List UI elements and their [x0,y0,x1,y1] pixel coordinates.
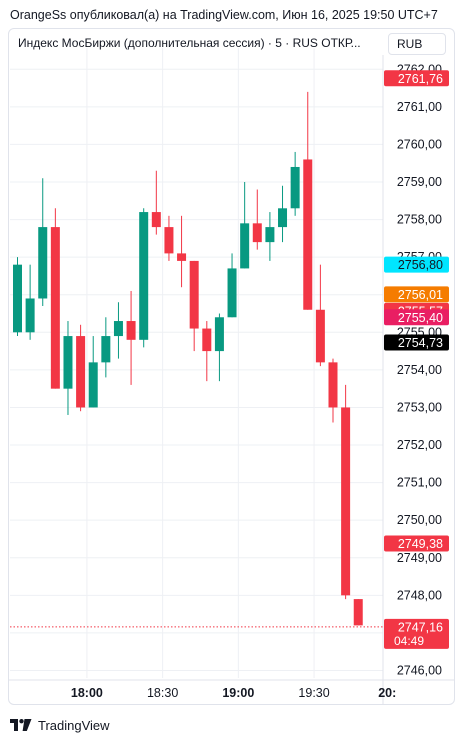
price-tick-label: 2752,00 [397,438,442,452]
price-tick-label: 2761,00 [397,100,442,114]
time-tick-label: 20: [378,686,396,700]
price-tick-label: 2754,00 [397,363,442,377]
countdown-text: 04:49 [394,634,424,648]
candle-body[interactable] [202,328,212,352]
candle-body[interactable] [278,208,288,228]
price-label-text: 2756,80 [398,258,443,272]
tradingview-logo-icon[interactable] [10,719,32,731]
price-tick-label: 2746,00 [397,663,442,677]
currency-button[interactable]: RUB [388,33,446,55]
candle-body[interactable] [76,336,86,408]
price-tick-label: 2748,00 [397,588,442,602]
candle-body[interactable] [151,212,161,228]
price-label-badge [384,334,449,351]
chart-frame [8,28,455,705]
price-label-badge [384,70,449,87]
symbol-description[interactable]: Индекс МосБиржи (дополнительная сессия) … [18,36,361,50]
price-label-text: 2749,38 [398,537,443,551]
candle-body[interactable] [50,227,60,389]
time-tick-label: 19:30 [298,686,329,700]
price-label-text: 2761,76 [398,72,443,86]
candle-body[interactable] [113,321,123,337]
price-tick-label: 2750,00 [397,513,442,527]
candle-body[interactable] [341,407,351,596]
price-tick-label: 2749,00 [397,551,442,565]
candle-body[interactable] [214,317,224,352]
candle-body[interactable] [177,253,187,261]
price-tick-label: 2751,00 [397,476,442,490]
candle-body[interactable] [353,599,363,626]
candle-body[interactable] [38,227,48,299]
candle-body[interactable] [315,309,325,363]
candle-body[interactable] [13,264,22,333]
candle-body[interactable] [25,298,35,333]
candle-body[interactable] [101,336,111,363]
candle-body[interactable] [265,227,275,243]
candle-body[interactable] [328,362,338,408]
time-tick-label: 18:00 [71,686,103,700]
candle-body[interactable] [303,159,313,310]
last-price-badge [384,618,449,649]
publish-header: OrangeSs опубликовал(а) на TradingView.c… [10,8,438,22]
price-label-text: 2754,73 [398,336,443,350]
candle-body[interactable] [126,321,136,340]
price-label-badge [384,535,449,552]
candle-body[interactable] [88,362,98,408]
price-label-text: 2756,01 [398,288,443,302]
price-tick-label: 2759,00 [397,175,442,189]
candle-body[interactable] [189,260,199,329]
last-price-text: 2747,16 [398,620,443,634]
candle-body[interactable] [240,223,250,269]
price-label-text: 2755,40 [398,311,443,325]
tradingview-brand[interactable]: TradingView [38,717,110,733]
time-tick-label: 19:00 [222,686,254,700]
price-tick-label: 2760,00 [397,137,442,151]
candle-body[interactable] [63,336,73,389]
footer: TradingView [10,716,110,734]
candle-body[interactable] [252,223,262,243]
price-tick-label: 2758,00 [397,213,442,227]
price-tick-label: 2753,00 [397,400,442,414]
candle-body[interactable] [227,268,237,318]
price-label-badge [384,286,449,303]
candle-body[interactable] [290,166,300,209]
candle-body[interactable] [139,212,149,340]
price-label-badge [384,256,449,273]
candle-body[interactable] [164,227,174,254]
time-tick-label: 18:30 [147,686,178,700]
price-label-badge [384,309,449,326]
